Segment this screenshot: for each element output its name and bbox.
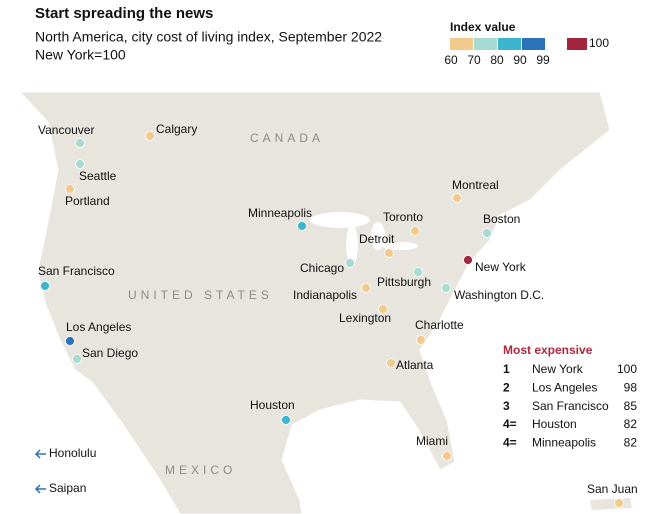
city-label: San Diego xyxy=(82,346,138,360)
legend-swatch xyxy=(498,38,521,50)
lake xyxy=(346,225,358,265)
legend-tick-label: 100 xyxy=(589,36,609,50)
city-dot xyxy=(75,138,85,148)
city-dot xyxy=(345,258,355,268)
city-label: Miami xyxy=(416,434,448,448)
city-dot xyxy=(441,283,451,293)
offmap-label: Saipan xyxy=(49,481,86,495)
city-dot xyxy=(416,335,426,345)
city-dot xyxy=(361,283,371,293)
city-label: Atlanta xyxy=(396,358,434,372)
arrow xyxy=(34,449,46,459)
note: New York=100 xyxy=(35,47,126,63)
city-dot xyxy=(386,358,396,368)
city-label: Calgary xyxy=(156,122,197,136)
lake xyxy=(382,242,418,250)
city-label: Lexington xyxy=(339,311,391,325)
legend-swatch xyxy=(567,38,587,50)
city-label: Pittsburgh xyxy=(377,275,431,289)
city-dot xyxy=(145,131,155,141)
rank-value: 100 xyxy=(617,362,637,376)
rank-city: New York xyxy=(532,362,584,376)
rank-value: 82 xyxy=(624,435,638,449)
city-dot xyxy=(297,221,307,231)
caribbean-land xyxy=(590,498,632,510)
subtitle: North America, city cost of living index… xyxy=(35,29,382,45)
city-dot xyxy=(413,267,423,277)
rank: 4= xyxy=(503,435,517,449)
legend-swatch xyxy=(522,38,545,50)
rank-city: Houston xyxy=(532,417,577,431)
legend-swatch xyxy=(450,38,473,50)
city-dot xyxy=(452,193,462,203)
city-dot xyxy=(65,336,75,346)
country-label: MEXICO xyxy=(165,463,236,477)
city-dot xyxy=(378,304,388,314)
city-label: Vancouver xyxy=(38,123,94,137)
city-dot xyxy=(384,248,394,258)
offmap-label: Honolulu xyxy=(49,446,96,460)
arrow xyxy=(34,484,46,494)
city-label: Minneapolis xyxy=(248,206,312,220)
rank-value: 98 xyxy=(624,380,638,394)
city-label: San Francisco xyxy=(38,264,115,278)
city-dot xyxy=(65,184,75,194)
city-label: Seattle xyxy=(79,169,117,183)
rank: 3 xyxy=(503,399,510,413)
city-label: Charlotte xyxy=(415,318,464,332)
city-label: Detroit xyxy=(359,232,395,246)
rank-value: 85 xyxy=(624,399,638,413)
legend-swatch xyxy=(474,38,497,50)
title: Start spreading the news xyxy=(35,5,213,22)
rank: 2 xyxy=(503,380,510,394)
country-label: UNITED STATES xyxy=(128,288,273,302)
city-label: Chicago xyxy=(300,261,344,275)
country-label: CANADA xyxy=(250,131,324,145)
legend-tick-label: 60 xyxy=(444,53,458,67)
city-label: Boston xyxy=(483,212,520,226)
rank: 1 xyxy=(503,362,510,376)
legend-tick-label: 99 xyxy=(536,53,550,67)
rank-city: San Francisco xyxy=(532,399,609,413)
city-label: Montreal xyxy=(452,178,499,192)
rank-value: 82 xyxy=(624,417,638,431)
city-dot xyxy=(410,226,420,236)
city-label: Washington D.C. xyxy=(454,288,544,302)
rank-city: Los Angeles xyxy=(532,380,597,394)
city-label: Portland xyxy=(65,194,110,208)
city-label: Indianapolis xyxy=(293,288,357,302)
ranking-title: Most expensive xyxy=(503,343,593,357)
city-dot xyxy=(281,415,291,425)
city-dot xyxy=(75,159,85,169)
city-dot xyxy=(463,255,473,265)
city-label: San Juan xyxy=(587,482,638,496)
city-label: New York xyxy=(475,260,527,274)
city-label: Toronto xyxy=(383,210,423,224)
legend-tick-label: 70 xyxy=(467,53,481,67)
land xyxy=(18,91,611,514)
lake xyxy=(310,212,370,228)
city-label: Los Angeles xyxy=(66,320,131,334)
legend-tick-label: 80 xyxy=(490,53,504,67)
legend-tick-label: 90 xyxy=(513,53,527,67)
city-dot xyxy=(40,281,50,291)
city-dot xyxy=(72,354,82,364)
city-dot xyxy=(614,498,624,508)
legend-title: Index value xyxy=(450,20,516,34)
lake xyxy=(371,222,385,250)
rank-city: Minneapolis xyxy=(532,435,596,449)
rank: 4= xyxy=(503,417,517,431)
city-dot xyxy=(482,228,492,238)
city-dot xyxy=(442,451,452,461)
city-label: Houston xyxy=(250,398,295,412)
